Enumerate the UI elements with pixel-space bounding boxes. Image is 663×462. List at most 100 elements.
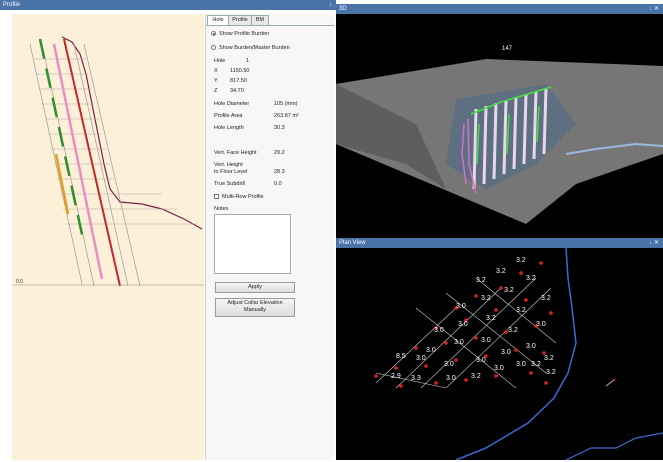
hole-marker (529, 371, 533, 375)
green-trace (506, 113, 510, 155)
pink-trace (467, 118, 477, 195)
hole-grid (375, 277, 557, 389)
burden-label: 2.9 (391, 373, 401, 380)
pink-hole-line (52, 43, 104, 280)
burden-label: 3.2 (496, 268, 506, 275)
y-value: 817.50 (230, 78, 247, 84)
grid-line (445, 292, 547, 374)
hole-marker (504, 330, 508, 334)
hole-marker (484, 354, 488, 358)
pin-icon[interactable]: ↓ (329, 2, 332, 8)
hole-marker (474, 336, 478, 340)
pit-boundary-lower (565, 432, 663, 461)
show-burden-master-radio[interactable]: Show Burden/Master Burden (211, 45, 290, 51)
hole-marker (454, 358, 458, 362)
burden-label: 3.0 (516, 361, 526, 368)
burden-label: 3.0 (454, 339, 464, 346)
hole-marker (374, 374, 378, 378)
floor-height-label-1: Vert. Height (214, 162, 243, 168)
hole-length-label: Hole Length (214, 125, 244, 131)
hole-3d (482, 105, 488, 185)
hole-marker (534, 324, 538, 328)
floor-height-value: 28.3 (274, 169, 285, 175)
hole-label: Hole (214, 58, 226, 64)
x-value: 1150.50 (230, 68, 250, 74)
green-trace (476, 123, 480, 165)
hole-marker (464, 318, 468, 322)
selection-marker-dot (612, 378, 616, 382)
red-hole-line (63, 38, 121, 287)
blast-holes (472, 87, 548, 190)
burden-label: 3.0 (446, 375, 456, 382)
burden-label: 3.0 (481, 337, 491, 344)
view3d-canvas[interactable]: 147 (336, 14, 663, 238)
tab-profile[interactable]: Profile (228, 15, 252, 25)
hole-marker (514, 348, 518, 352)
burden-label: 3.2 (508, 327, 518, 334)
notes-label: Notes (214, 206, 229, 212)
grid-line (415, 307, 517, 389)
hole-3d (542, 87, 548, 155)
burden-label: 8.5 (396, 353, 406, 360)
hole-marker (454, 306, 458, 310)
tab-bm[interactable]: BM (251, 15, 269, 25)
plan-view-canvas[interactable]: 3.2 3.2 3.2 3.2 3.2 3.2 3.2 3.0 3.2 3.2 … (336, 247, 663, 461)
collar-line (470, 86, 552, 115)
plan-window-controls[interactable]: ↓ ✕ (649, 240, 659, 246)
burden-label: 3.2 (516, 307, 526, 314)
notes-textarea[interactable] (214, 214, 291, 274)
profile-drawing: 0.0 (12, 36, 204, 287)
hole-marker (519, 271, 523, 275)
burden-label: 3.2 (471, 373, 481, 380)
hole-marker (394, 366, 398, 370)
burden-label: 3.0 (501, 349, 511, 356)
checkbox-icon (214, 194, 219, 199)
profile-canvas[interactable]: 0.0 (12, 14, 204, 460)
burden-label: 3.2 (516, 257, 526, 264)
hole-marker (399, 384, 403, 388)
burden-label: 3.0 (444, 361, 454, 368)
burden-label: 3.0 (426, 347, 436, 354)
hole-3d (532, 90, 538, 160)
z-value: 34.70 (230, 88, 244, 94)
green-hole-line (38, 38, 86, 245)
axis-label: 0.0 (16, 279, 23, 285)
view3d-window-controls[interactable]: ↓ ✕ (649, 6, 659, 12)
burden-label: 3.2 (476, 277, 486, 284)
pink-traces (461, 118, 477, 195)
show-profile-burden-radio[interactable]: Show Profile Burden (211, 31, 269, 37)
apply-button[interactable]: Apply (215, 282, 295, 293)
hole-value: 1 (246, 58, 250, 64)
hole-diameter-label: Hole Diameter (214, 101, 250, 107)
hole-marker (424, 364, 428, 368)
tab-hole[interactable]: Hole (207, 15, 229, 25)
burden-label: 3.2 (486, 315, 496, 322)
grey-hole-line (83, 43, 141, 287)
multi-row-checkbox[interactable]: Multi-Row Profile (214, 194, 264, 200)
adjust-collar-elevation-button[interactable]: Adjust Collar Elevation Manually (215, 298, 295, 317)
burden-label: 3.0 (494, 365, 504, 372)
plan-title: Plan View (339, 240, 366, 246)
plan-drawing: 3.2 3.2 3.2 3.2 3.2 3.2 3.2 3.0 3.2 3.2 … (374, 247, 663, 461)
profile-title-bar: Profile ↓ (0, 0, 336, 10)
grid-line (375, 307, 457, 384)
burden-label: 3.0 (456, 303, 466, 310)
burden-labels: 3.2 3.2 3.2 3.2 3.2 3.2 3.2 3.0 3.2 3.2 … (391, 257, 556, 382)
burden-label: 3.0 (416, 355, 426, 362)
green-trace (536, 105, 540, 143)
grey-hole-line (73, 43, 129, 287)
hole-markers (374, 261, 553, 388)
radio-selected-icon (211, 31, 216, 36)
hole-3d (492, 102, 498, 180)
burden-label: 3.2 (504, 287, 514, 294)
view3d-title-bar: 3D ↓ ✕ (336, 4, 663, 14)
hole-marker (544, 381, 548, 385)
hole-marker (434, 381, 438, 385)
face-height-label: Vert. Face Height (214, 150, 257, 156)
hole-marker (542, 351, 546, 355)
z-label: Z (214, 88, 218, 94)
grid-line (395, 287, 502, 389)
pink-trace (461, 123, 467, 185)
hole-3d (522, 93, 528, 165)
hole-marker (549, 311, 553, 315)
